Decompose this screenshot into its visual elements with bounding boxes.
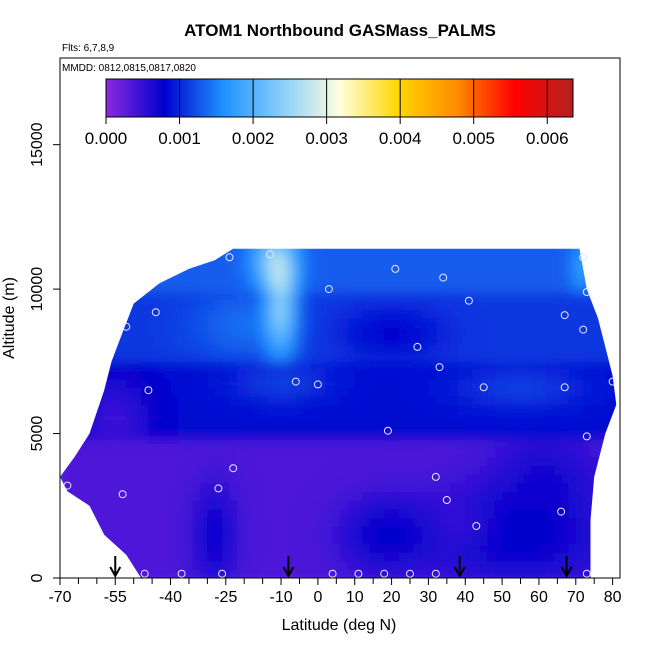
colorbar-tick-label: 0.003 bbox=[305, 129, 348, 148]
profile-arrow bbox=[282, 556, 295, 579]
profile-arrow bbox=[109, 556, 122, 579]
sample-point bbox=[582, 432, 591, 441]
x-tick-label: 0 bbox=[313, 589, 322, 606]
sample-point bbox=[582, 288, 591, 296]
sample-point bbox=[413, 342, 422, 351]
sample-point bbox=[582, 569, 591, 578]
sample-points bbox=[63, 250, 617, 578]
x-tick-label: 50 bbox=[493, 589, 511, 606]
colorbar-tick-label: 0.004 bbox=[379, 129, 422, 148]
sample-point bbox=[435, 363, 444, 372]
sample-point bbox=[472, 522, 481, 530]
sample-point bbox=[140, 569, 149, 578]
sample-point bbox=[406, 569, 414, 578]
x-tick-label: -40 bbox=[159, 589, 182, 606]
sample-point bbox=[218, 569, 227, 578]
sample-point bbox=[557, 507, 566, 516]
x-tick-label: 10 bbox=[346, 589, 364, 606]
sample-point bbox=[118, 490, 127, 499]
sample-point bbox=[144, 386, 153, 395]
sample-point bbox=[431, 472, 440, 481]
sample-point bbox=[579, 325, 588, 334]
sample-point bbox=[383, 426, 392, 435]
sample-point bbox=[608, 377, 617, 386]
sample-point bbox=[63, 481, 72, 490]
sample-point bbox=[229, 464, 238, 473]
x-tick-label: 40 bbox=[456, 589, 474, 606]
sample-point bbox=[579, 253, 588, 262]
heatmap-field bbox=[60, 248, 617, 578]
x-tick-label: 30 bbox=[420, 589, 438, 606]
y-axis: 0 5000 10000 15000 bbox=[29, 122, 60, 582]
sample-point bbox=[328, 569, 337, 578]
sample-point bbox=[439, 273, 448, 282]
colorbar-tick-label: 0.005 bbox=[452, 129, 495, 148]
colorbar-ticks: 0.000 0.001 0.002 0.003 0.004 0.005 0.006 bbox=[85, 79, 569, 148]
sample-point bbox=[431, 569, 440, 578]
chart-title: ATOM1 Northbound GASMass_PALMS bbox=[184, 21, 496, 40]
sample-point bbox=[313, 380, 322, 389]
colorbar-tick-label: 0.006 bbox=[526, 129, 569, 148]
y-axis-label: Altitude (m) bbox=[1, 277, 18, 359]
sample-point bbox=[391, 264, 400, 273]
sample-point bbox=[380, 569, 389, 578]
sample-point bbox=[151, 308, 160, 317]
x-axis: -70 -55 -40 -25 -10 0 10 20 30 40 50 60 70 80 bbox=[48, 578, 622, 606]
profile-arrow bbox=[453, 556, 466, 579]
sample-point bbox=[214, 484, 223, 493]
colorbar-tick-label: 0.000 bbox=[85, 129, 128, 148]
sample-point bbox=[354, 569, 363, 578]
sample-point bbox=[464, 296, 473, 305]
colorbar-tick-label: 0.001 bbox=[158, 129, 201, 148]
dates-label: MMDD: 0812,0815,0817,0820 bbox=[62, 63, 196, 74]
x-tick-label: -10 bbox=[269, 589, 292, 606]
sample-point bbox=[177, 569, 186, 578]
sample-point bbox=[442, 496, 451, 504]
sample-point bbox=[560, 311, 569, 320]
x-tick-label: 70 bbox=[567, 589, 585, 606]
sample-point bbox=[291, 377, 300, 386]
sample-point bbox=[324, 285, 333, 294]
y-tick-label: 5000 bbox=[29, 416, 46, 452]
sample-point bbox=[225, 253, 234, 262]
x-tick-label: -55 bbox=[104, 589, 127, 606]
flights-label: Flts: 6,7,8,9 bbox=[62, 43, 115, 54]
x-tick-label: 20 bbox=[383, 589, 401, 606]
profile-arrows bbox=[109, 556, 573, 579]
y-tick-label: 0 bbox=[29, 573, 46, 582]
sample-point bbox=[560, 383, 569, 392]
colorbar-tick-label: 0.002 bbox=[232, 129, 275, 148]
sample-point bbox=[122, 322, 131, 331]
y-tick-label: 15000 bbox=[29, 122, 46, 167]
plot-frame bbox=[59, 57, 621, 579]
sample-point bbox=[479, 383, 488, 392]
x-tick-label: -70 bbox=[48, 589, 71, 606]
y-tick-label: 10000 bbox=[29, 267, 46, 312]
profile-arrow bbox=[560, 556, 573, 579]
colorbar bbox=[105, 78, 574, 118]
sample-point bbox=[266, 250, 274, 259]
x-tick-label: 80 bbox=[604, 589, 622, 606]
x-tick-label: 60 bbox=[530, 589, 548, 606]
x-axis-label: Latitude (deg N) bbox=[282, 617, 397, 634]
x-tick-label: -25 bbox=[214, 589, 237, 606]
